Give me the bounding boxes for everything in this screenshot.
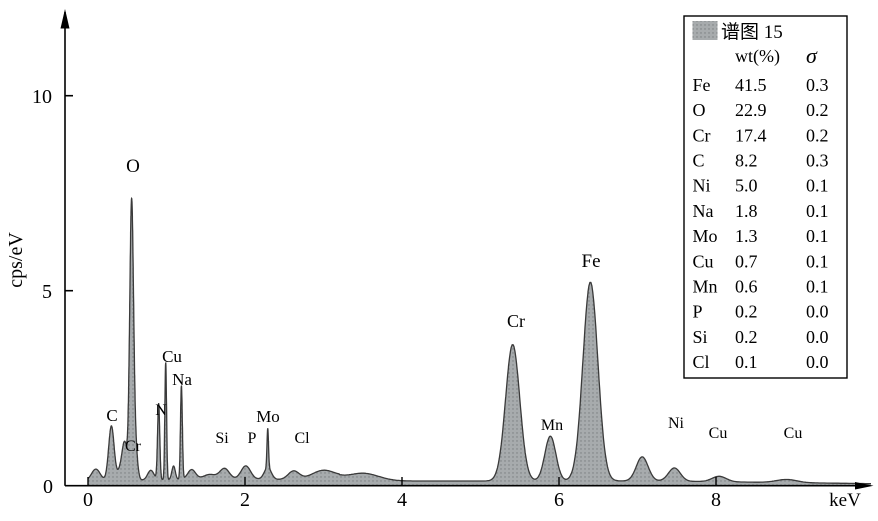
svg-text:P: P: [248, 430, 257, 447]
svg-text:0.1: 0.1: [806, 277, 829, 297]
svg-text:谱图 15: 谱图 15: [721, 21, 783, 43]
svg-text:Fe: Fe: [693, 75, 711, 95]
svg-text:0.1: 0.1: [806, 251, 829, 271]
svg-text:Mo: Mo: [256, 407, 280, 426]
svg-text:0.1: 0.1: [735, 352, 758, 372]
svg-text:wt(%): wt(%): [735, 46, 780, 67]
svg-text:0.0: 0.0: [806, 352, 829, 372]
svg-text:Cu: Cu: [709, 425, 728, 442]
svg-text:Si: Si: [693, 327, 708, 347]
svg-text:C: C: [693, 151, 705, 171]
svg-text:4: 4: [397, 489, 407, 511]
svg-text:N: N: [155, 402, 167, 419]
svg-text:0: 0: [83, 489, 93, 511]
svg-text:0.3: 0.3: [806, 151, 829, 171]
svg-text:keV: keV: [829, 490, 861, 511]
svg-text:0: 0: [43, 476, 53, 498]
svg-text:Fe: Fe: [582, 251, 601, 272]
svg-text:22.9: 22.9: [735, 100, 767, 120]
svg-text:2: 2: [240, 489, 250, 511]
svg-text:41.5: 41.5: [735, 75, 767, 95]
svg-text:Cr: Cr: [507, 311, 525, 331]
svg-text:0.2: 0.2: [806, 100, 829, 120]
svg-text:Cr: Cr: [693, 125, 711, 145]
svg-text:σ: σ: [806, 43, 818, 68]
svg-text:cps/eV: cps/eV: [5, 232, 27, 288]
svg-text:0.1: 0.1: [806, 176, 829, 196]
svg-text:0.3: 0.3: [806, 75, 829, 95]
svg-text:Cl: Cl: [294, 430, 310, 447]
svg-text:Ni: Ni: [668, 415, 685, 432]
svg-text:0.7: 0.7: [735, 251, 758, 271]
svg-text:Mn: Mn: [693, 277, 718, 297]
svg-text:Cu: Cu: [162, 347, 182, 366]
svg-text:0.2: 0.2: [806, 125, 829, 145]
svg-text:8.2: 8.2: [735, 151, 758, 171]
svg-text:0.0: 0.0: [806, 327, 829, 347]
svg-text:8: 8: [711, 489, 721, 511]
svg-text:Si: Si: [215, 430, 229, 447]
svg-text:Cu: Cu: [693, 251, 714, 271]
svg-text:0.1: 0.1: [806, 201, 829, 221]
svg-text:Na: Na: [172, 370, 192, 389]
svg-text:O: O: [693, 100, 706, 120]
svg-text:C: C: [106, 406, 117, 425]
svg-text:0.2: 0.2: [735, 327, 758, 347]
svg-text:Cr: Cr: [125, 438, 142, 455]
svg-text:17.4: 17.4: [735, 125, 767, 145]
svg-text:6: 6: [554, 489, 564, 511]
svg-text:P: P: [693, 302, 703, 322]
svg-text:0.2: 0.2: [735, 302, 758, 322]
svg-text:Mo: Mo: [693, 226, 718, 246]
svg-text:O: O: [126, 156, 140, 177]
svg-text:10: 10: [32, 86, 52, 108]
svg-text:Ni: Ni: [693, 176, 711, 196]
svg-text:0.6: 0.6: [735, 277, 758, 297]
svg-text:Na: Na: [693, 201, 714, 221]
svg-text:5: 5: [42, 281, 52, 303]
svg-text:Cu: Cu: [784, 425, 803, 442]
svg-text:1.3: 1.3: [735, 226, 758, 246]
svg-text:1.8: 1.8: [735, 201, 758, 221]
svg-text:0.0: 0.0: [806, 302, 829, 322]
svg-text:Cl: Cl: [693, 352, 710, 372]
svg-text:5.0: 5.0: [735, 176, 758, 196]
svg-text:0.1: 0.1: [806, 226, 829, 246]
svg-text:Mn: Mn: [541, 417, 563, 434]
